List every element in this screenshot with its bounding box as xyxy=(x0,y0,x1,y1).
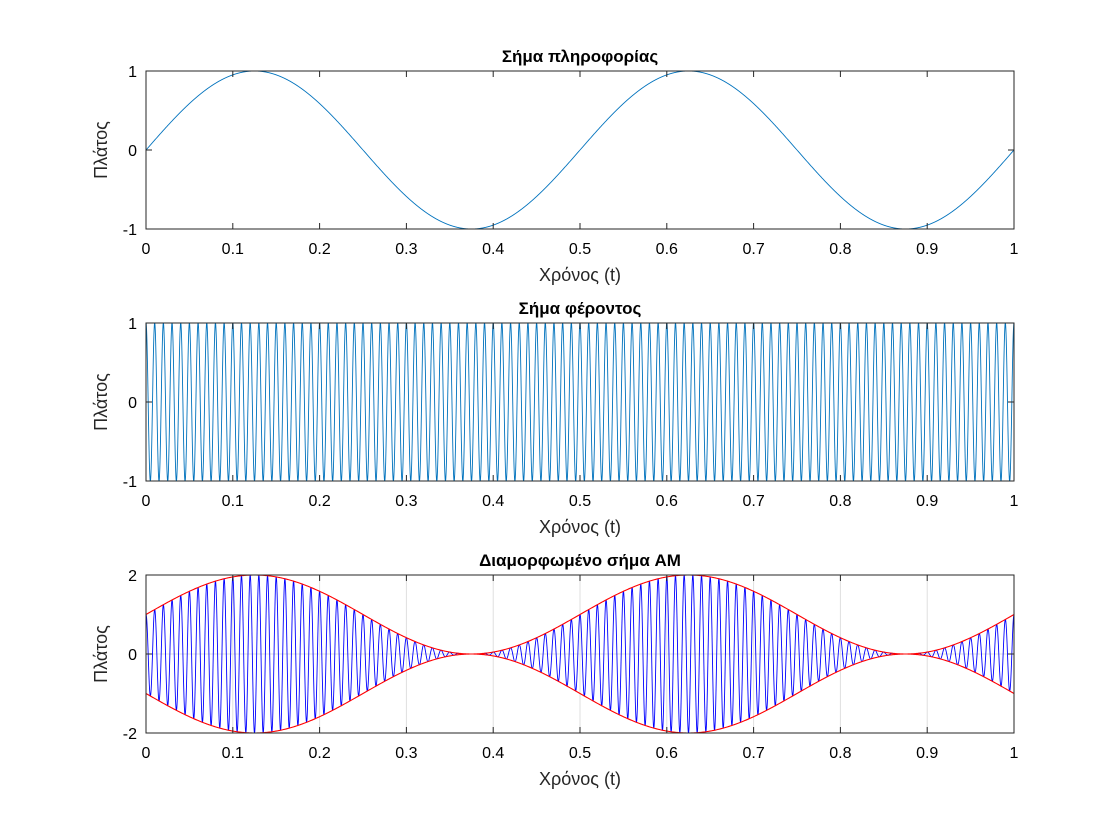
x-tick-label: 0.4 xyxy=(482,745,504,762)
chart-3: 0 0.1 0.2 0.3 0.4 0.5 0.6 0.7 0.8 0.9 1 2 0 -2 Διαμορφ… xyxy=(91,551,1019,789)
x-tick-label: 0 xyxy=(142,745,151,762)
x-tick-label: 1 xyxy=(1010,745,1019,762)
y-tick-label: -1 xyxy=(123,222,137,239)
x-axis-label: Χρόνος (t) xyxy=(539,769,621,789)
series-line-3 xyxy=(145,653,1015,734)
series-line-2 xyxy=(145,574,1015,655)
x-tick-label: 0.5 xyxy=(569,241,591,258)
x-tick-label: 1 xyxy=(1010,493,1019,510)
y-tick-label: 0 xyxy=(128,647,137,664)
x-tick-label: 0.6 xyxy=(656,241,678,258)
x-tick-label: 0.7 xyxy=(742,241,764,258)
y-tick-label: 0 xyxy=(128,143,137,160)
chart-title: Σήμα πληροφορίας xyxy=(502,47,659,66)
x-tick-label: 0.8 xyxy=(829,493,851,510)
x-tick-label: 0.4 xyxy=(482,241,504,258)
series-group xyxy=(145,574,1015,734)
plot-area xyxy=(145,322,1015,482)
x-axis-label: Χρόνος (t) xyxy=(539,265,621,285)
x-tick-label: 0 xyxy=(142,241,151,258)
series-line-1 xyxy=(145,70,1015,230)
x-tick-label: 0.9 xyxy=(916,241,938,258)
x-tick-label: 0 xyxy=(142,493,151,510)
x-tick-label: 0.7 xyxy=(742,745,764,762)
y-tick-label: 1 xyxy=(128,316,137,333)
x-tick-label: 0.6 xyxy=(656,493,678,510)
x-tick-label: 0.6 xyxy=(656,745,678,762)
x-tick-label: 0.5 xyxy=(569,493,591,510)
chart-title: Σήμα φέροντος xyxy=(519,299,642,318)
y-axis-label: Πλάτος xyxy=(91,373,111,431)
x-tick-label: 0.1 xyxy=(222,745,244,762)
x-axis-label: Χρόνος (t) xyxy=(539,517,621,537)
x-tick-label: 0.1 xyxy=(222,241,244,258)
x-tick-label: 0.2 xyxy=(308,493,330,510)
x-tick-label: 0.1 xyxy=(222,493,244,510)
x-tick-label: 0.3 xyxy=(395,745,417,762)
x-tick-label: 0.8 xyxy=(829,745,851,762)
x-tick-label: 0.9 xyxy=(916,493,938,510)
series-group xyxy=(145,70,1015,230)
y-tick-label: -2 xyxy=(123,726,137,743)
x-tick-label: 0.7 xyxy=(742,493,764,510)
y-tick-label: -1 xyxy=(123,474,137,491)
y-axis-label: Πλάτος xyxy=(91,625,111,683)
y-tick-label: 2 xyxy=(128,568,137,585)
y-tick-label: 0 xyxy=(128,395,137,412)
x-tick-label: 0.2 xyxy=(308,241,330,258)
x-tick-label: 0.8 xyxy=(829,241,851,258)
x-tick-label: 1 xyxy=(1010,241,1019,258)
x-tick-label: 0.5 xyxy=(569,745,591,762)
x-tick-label: 0.9 xyxy=(916,745,938,762)
x-tick-label: 0.3 xyxy=(395,241,417,258)
chart-2: 0 0.1 0.2 0.3 0.4 0.5 0.6 0.7 0.8 0.9 1 1 0 -1 Σήμα φέ… xyxy=(91,299,1019,537)
y-tick-label: 1 xyxy=(128,64,137,81)
x-tick-label: 0.2 xyxy=(308,745,330,762)
x-tick-label: 0.4 xyxy=(482,493,504,510)
chart-1: 0 0.1 0.2 0.3 0.4 0.5 0.6 0.7 0.8 0.9 1 1 0 -1 Σήμα πλ… xyxy=(91,47,1019,285)
x-tick-label: 0.3 xyxy=(395,493,417,510)
chart-title: Διαμορφωμένο σήμα AM xyxy=(479,551,681,570)
y-axis-label: Πλάτος xyxy=(91,121,111,179)
